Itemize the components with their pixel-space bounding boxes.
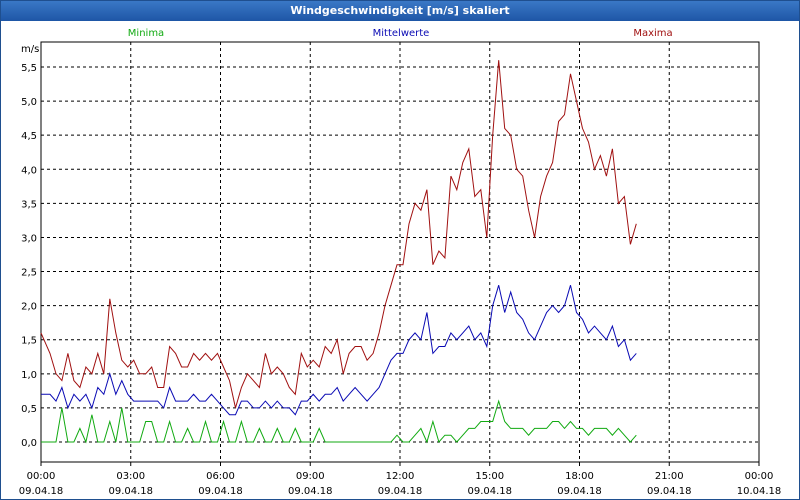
x-tick-time: 00:00: [745, 471, 774, 482]
y-tick-label: 2,0: [21, 302, 37, 313]
x-tick-time: 09:00: [296, 471, 325, 482]
y-tick-label: 4,5: [21, 131, 37, 142]
x-tick-time: 03:00: [116, 471, 145, 482]
series-line-minima: [41, 399, 637, 444]
y-tick-label: 1,0: [21, 370, 37, 381]
legend-mittelwerte: Mittelwerte: [373, 28, 430, 39]
y-tick-label: 0,5: [21, 404, 37, 415]
x-tick-date: 09.04.18: [198, 486, 243, 497]
x-tick-date: 09.04.18: [647, 486, 692, 497]
x-tick-time: 00:00: [27, 471, 56, 482]
y-tick-label: 4,0: [21, 165, 37, 176]
x-tick-time: 06:00: [206, 471, 235, 482]
x-tick-date: 10.04.18: [737, 486, 782, 497]
y-tick-label: 5,0: [21, 97, 37, 108]
y-tick-label: 3,5: [21, 199, 37, 210]
y-tick-label: 2,5: [21, 268, 37, 279]
x-tick-time: 12:00: [386, 471, 415, 482]
x-tick-time: 18:00: [565, 471, 594, 482]
series-line-mittelwerte: [41, 285, 637, 416]
x-tick-date: 09.04.18: [557, 486, 602, 497]
x-tick-date: 09.04.18: [467, 486, 512, 497]
legend-maxima: Maxima: [633, 28, 672, 39]
series-line-maxima: [40, 60, 637, 409]
x-tick-date: 09.04.18: [288, 486, 333, 497]
x-tick-date: 09.04.18: [378, 486, 423, 497]
legend-minima: Minima: [128, 28, 164, 39]
x-tick-date: 09.04.18: [19, 486, 64, 497]
y-axis-label: m/s: [21, 44, 39, 55]
y-tick-label: 3,0: [21, 233, 37, 244]
x-tick-time: 21:00: [655, 471, 684, 482]
x-tick-date: 09.04.18: [108, 486, 153, 497]
wind-speed-chart: 0,0 0,5 1,0 1,5 2,0 2,5 3,0 3,5 4,0 4,5 5,0 5,5 00:0…: [19, 28, 782, 497]
y-tick-label: 1,5: [21, 336, 37, 347]
x-tick-time: 15:00: [475, 471, 504, 482]
y-tick-label: 0,0: [21, 438, 37, 449]
window-title: Windgeschwindigkeit [m/s] skaliert: [1, 1, 799, 21]
y-tick-label: 5,5: [21, 63, 37, 74]
